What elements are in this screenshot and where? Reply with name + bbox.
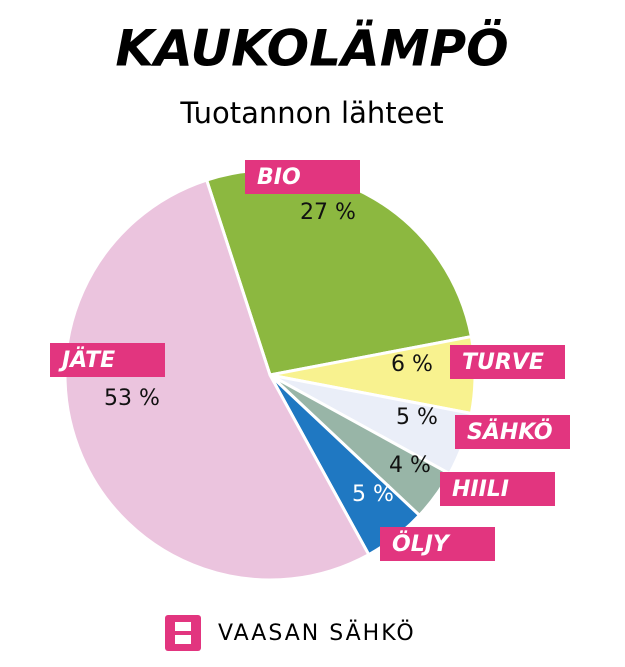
category-label: TURVE: [462, 350, 544, 375]
pie-slice: [63, 178, 371, 582]
brand-logo: [165, 615, 201, 651]
value-label: 53 %: [104, 386, 160, 411]
value-label: 5 %: [396, 405, 438, 430]
brand-name: VAASAN SÄHKÖ: [218, 620, 416, 646]
category-label: SÄHKÖ: [467, 419, 553, 445]
value-label: 6 %: [391, 352, 433, 377]
category-tag: [455, 415, 570, 449]
value-label: 27 %: [300, 200, 356, 225]
category-label: BIO: [257, 165, 301, 190]
category-tag: [380, 527, 495, 561]
chart-subtitle: Tuotannon lähteet: [179, 96, 443, 130]
chart-title: KAUKOLÄMPÖ: [115, 19, 508, 78]
value-label: 5 %: [352, 482, 394, 507]
category-label: HIILI: [452, 477, 509, 502]
category-tag: [440, 472, 555, 506]
category-tag: [245, 160, 360, 194]
category-label: JÄTE: [58, 347, 115, 373]
category-label: ÖLJY: [392, 531, 451, 557]
category-tag: [50, 343, 165, 377]
value-label: 4 %: [389, 453, 431, 478]
category-tag: [450, 345, 565, 379]
